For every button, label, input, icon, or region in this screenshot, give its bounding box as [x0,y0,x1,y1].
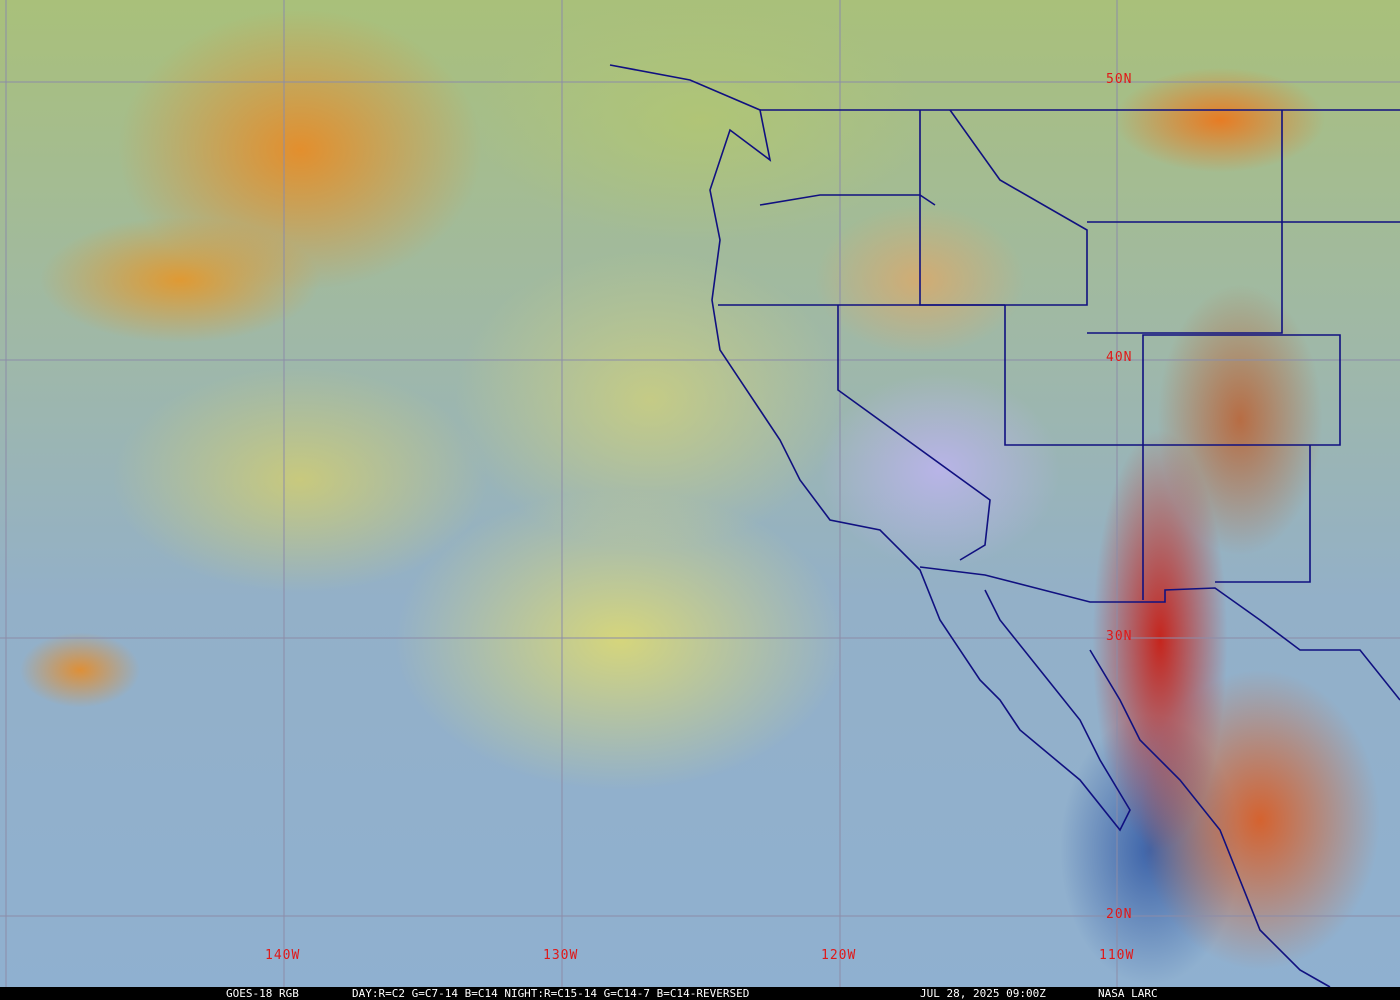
us-mexico-border [919,566,1400,701]
caption-satellite: GOES-18 RGB [226,987,299,1000]
montana-border [1281,110,1400,223]
caption-recipe: DAY:R=C2 G=C7-14 B=C14 NIGHT:R=C15-14 G=… [352,987,750,1000]
lat-label-20n: 20N [1106,907,1133,922]
lat-label-30n: 30N [1106,629,1133,644]
caption-credit: NASA LARC [1098,987,1158,1000]
wyoming-border [1087,221,1283,334]
lat-label-50n: 50N [1106,72,1133,87]
wa-or-border [759,194,936,206]
nm-border [1215,445,1311,583]
idaho-border [919,109,1088,306]
image-caption-bar: GOES-18 RGB DAY:R=C2 G=C7-14 B=C14 NIGHT… [0,987,1400,1000]
west-coastline [609,64,1131,832]
caption-datetime: JUL 28, 2025 09:00Z [920,987,1046,1000]
lon-label-110w: 110W [1099,948,1135,963]
lat-label-40n: 40N [1106,350,1133,365]
mexico-mainland-coast [1089,649,1331,988]
lon-label-140w: 140W [265,948,301,963]
political-borders [609,64,1400,988]
ca-nv-border [837,305,991,561]
utah-az-border [1004,305,1341,600]
lon-label-130w: 130W [543,948,579,963]
lon-label-120w: 120W [821,948,857,963]
